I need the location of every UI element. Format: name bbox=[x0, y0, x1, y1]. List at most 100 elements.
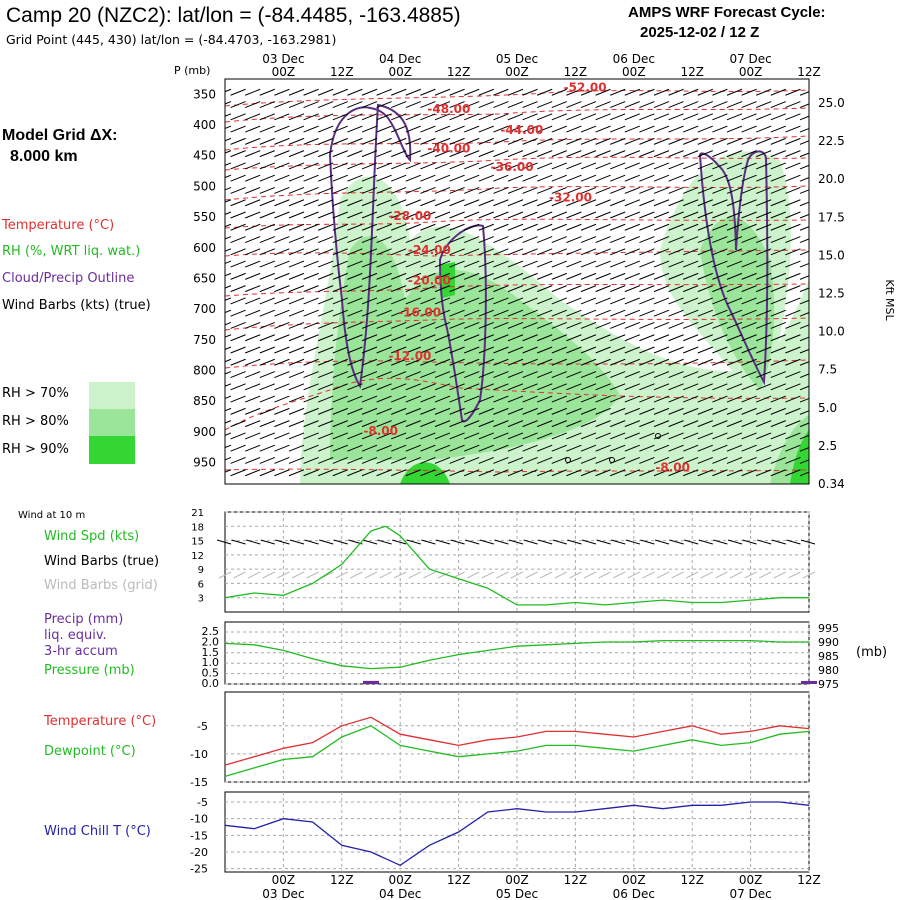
wind-barb bbox=[230, 150, 246, 158]
wind-barb bbox=[405, 334, 421, 342]
wind-barb bbox=[449, 125, 465, 133]
wind-barb bbox=[653, 383, 670, 391]
wind-barb bbox=[770, 371, 786, 379]
wind-barb bbox=[259, 113, 275, 121]
wind-barb bbox=[464, 358, 480, 366]
wind-barb bbox=[537, 113, 553, 121]
wind-barb bbox=[668, 236, 684, 244]
precip-bar bbox=[363, 680, 379, 684]
wind-barb bbox=[434, 456, 451, 464]
wind-barb bbox=[347, 125, 363, 133]
wind-barb bbox=[259, 174, 275, 182]
wind-barb bbox=[522, 248, 538, 256]
wind-barb bbox=[770, 285, 786, 293]
wind-barb bbox=[478, 199, 494, 207]
wind-barb bbox=[726, 236, 743, 244]
wind-barb bbox=[566, 395, 582, 403]
wind-barb bbox=[683, 444, 699, 452]
wind-barb bbox=[595, 321, 611, 329]
wind-barb bbox=[478, 150, 494, 158]
wind-barb bbox=[683, 469, 699, 477]
wind-barb bbox=[332, 371, 348, 379]
wind-barb bbox=[522, 309, 538, 317]
wind-barb bbox=[493, 395, 509, 403]
wind-barb bbox=[259, 420, 275, 428]
wind-barb bbox=[683, 101, 699, 109]
wind-barb bbox=[434, 162, 451, 170]
wind-barb bbox=[332, 162, 348, 170]
wind-barb-10m-grid bbox=[496, 571, 509, 579]
wind-barb bbox=[376, 395, 392, 403]
wind-barb bbox=[507, 272, 524, 280]
wind-barb bbox=[434, 199, 451, 207]
wind-barb bbox=[449, 371, 465, 379]
isotherm-4 bbox=[225, 185, 809, 201]
height-axis-title: Kft MSL bbox=[883, 279, 896, 321]
wind-barb bbox=[741, 444, 757, 452]
wind-barb bbox=[756, 260, 772, 268]
wind-barb bbox=[303, 395, 319, 403]
wind-barb bbox=[288, 346, 305, 354]
wind-barb bbox=[225, 334, 232, 338]
wind-barb bbox=[799, 471, 809, 477]
wind-barb bbox=[449, 383, 465, 391]
wind-barb bbox=[595, 125, 611, 133]
wind-barb bbox=[347, 211, 363, 219]
wind-barb bbox=[347, 395, 363, 403]
wind-barb-10m bbox=[742, 539, 757, 545]
wind-barb bbox=[551, 236, 567, 244]
wind-barb bbox=[799, 238, 809, 244]
wind-barb bbox=[770, 236, 786, 244]
wind-barb bbox=[225, 309, 232, 314]
wind-barb bbox=[580, 321, 597, 329]
wind-barb bbox=[507, 358, 524, 366]
wind-barb bbox=[756, 113, 772, 121]
wind-barb bbox=[595, 137, 611, 145]
wind-barb bbox=[245, 395, 261, 403]
wind-barb bbox=[434, 211, 451, 219]
wind-barb bbox=[245, 260, 261, 268]
wind-barb bbox=[683, 321, 699, 329]
wind-barb bbox=[361, 174, 378, 182]
wind-barb bbox=[756, 456, 772, 464]
wind-barb bbox=[785, 162, 801, 170]
wind-barb bbox=[537, 260, 553, 268]
wind-barb bbox=[668, 150, 684, 158]
wind-barb bbox=[464, 162, 480, 170]
wind-barb bbox=[639, 211, 655, 219]
wind-barb bbox=[318, 125, 334, 133]
wind-barb bbox=[799, 324, 809, 329]
wind-barb bbox=[595, 162, 611, 170]
time-tick-bottom: 00Z bbox=[505, 873, 529, 887]
wind-barb bbox=[259, 395, 275, 403]
wind-barb-10m bbox=[450, 539, 465, 545]
wind-barb bbox=[245, 211, 261, 219]
wind-barb-10m bbox=[246, 539, 261, 545]
wind-barb bbox=[668, 260, 684, 268]
wind-barb bbox=[493, 174, 509, 182]
time-tick-top: 00Z bbox=[505, 65, 529, 79]
wind-barb bbox=[580, 236, 597, 244]
wind-barb bbox=[361, 211, 378, 219]
time-tick-top: 12Z bbox=[797, 65, 821, 79]
wind-barb bbox=[347, 150, 363, 158]
wind-barb bbox=[668, 211, 684, 219]
wind-barb bbox=[726, 395, 743, 403]
wind-barb-10m-grid bbox=[671, 571, 684, 579]
wind-barb bbox=[391, 186, 407, 194]
wind-barb bbox=[318, 420, 334, 428]
wind-barb bbox=[288, 211, 305, 219]
wind-barb bbox=[303, 137, 319, 145]
wind-barb bbox=[318, 113, 334, 121]
wind-barb bbox=[376, 162, 392, 170]
wind-barb bbox=[493, 346, 509, 354]
wind-barb-10m-grid bbox=[642, 571, 655, 579]
wind-barb bbox=[303, 88, 319, 96]
wind-barb bbox=[464, 346, 480, 354]
wind-barb bbox=[756, 285, 772, 293]
wind-barb bbox=[507, 236, 524, 244]
precip-tick-label: 0.0 bbox=[202, 677, 220, 690]
wind-barb bbox=[785, 297, 801, 305]
wind-barb bbox=[225, 420, 232, 424]
wind-barb bbox=[726, 88, 743, 96]
